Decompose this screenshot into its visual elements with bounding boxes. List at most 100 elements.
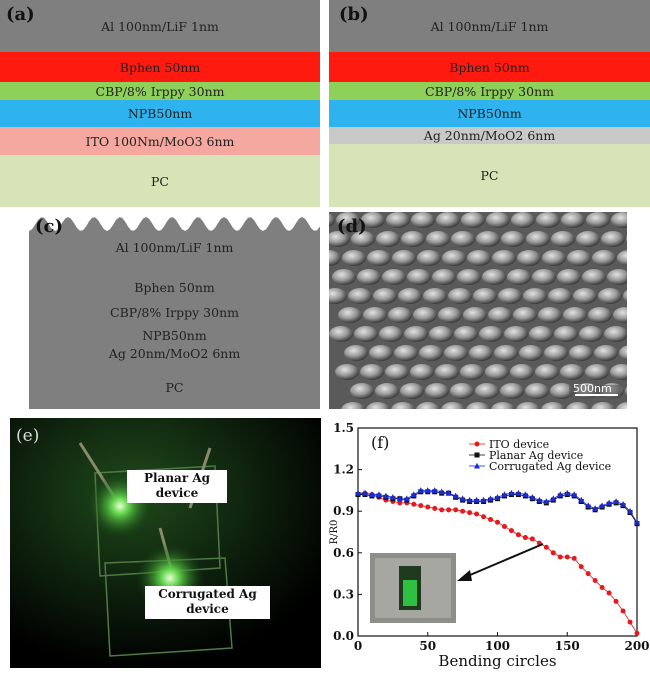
sem-bump — [441, 402, 465, 409]
sem-bump — [573, 288, 597, 304]
sem-bump — [485, 364, 509, 380]
sem-bump — [435, 364, 459, 380]
panel-c-label-pc: PC — [166, 380, 184, 395]
sem-bump — [582, 269, 606, 285]
point-ito-device — [515, 532, 521, 538]
panel_a-layer-al-100nm-lif-1nm: Al 100nm/LiF 1nm — [0, 0, 320, 52]
sem-bump — [619, 345, 627, 361]
sem-bump — [350, 383, 374, 399]
sem-bump — [526, 231, 550, 247]
sem-bump — [569, 345, 593, 361]
sem-bump — [332, 269, 356, 285]
point-ito-device — [467, 510, 473, 516]
sem-bump — [451, 231, 475, 247]
resistance-chart: 0 50 100 150 200 0.0 0.3 0.6 0.9 1.2 1.5 Bending ci… — [329, 421, 650, 670]
sem-bump — [563, 307, 587, 323]
legend-label-corrugated-ag-device: Corrugated Ag device — [489, 460, 611, 473]
panel-c-label: (c) — [35, 216, 63, 237]
point-ito-device — [529, 536, 535, 542]
point-corrugated-ag-device — [438, 488, 445, 495]
sem-bump — [532, 269, 556, 285]
sem-bump — [410, 364, 434, 380]
legend-label-ito-device: ITO device — [489, 438, 549, 451]
sem-bump — [426, 231, 450, 247]
sem-bump — [394, 345, 418, 361]
sem-bump — [479, 326, 503, 342]
point-corrugated-ag-device — [578, 496, 585, 503]
point-ito-device — [571, 555, 577, 561]
x-axis-label: Bending circles — [438, 652, 556, 670]
point-corrugated-ag-device — [487, 495, 494, 502]
sem-bump — [411, 212, 435, 228]
point-corrugated-ag-device — [515, 489, 522, 496]
sem-bump — [504, 326, 528, 342]
sem-bump — [413, 307, 437, 323]
sem-bump — [576, 231, 600, 247]
sem-bump — [500, 383, 524, 399]
sem-bump — [461, 212, 485, 228]
sem-bump — [617, 250, 627, 266]
sem-bump — [417, 250, 441, 266]
sem-bump — [329, 326, 353, 342]
scale-bar-label: 500nm — [573, 382, 612, 395]
sem-bump — [567, 250, 591, 266]
x-tick-label: 50 — [419, 639, 436, 653]
point-corrugated-ag-device — [355, 489, 361, 496]
sem-bump — [517, 250, 541, 266]
sem-bump — [423, 288, 447, 304]
sem-bump — [416, 402, 440, 409]
sem-bump — [510, 364, 534, 380]
sem-bump — [354, 326, 378, 342]
sem-bump — [338, 307, 362, 323]
sem-bump — [616, 402, 627, 409]
point-ito-device — [460, 508, 466, 514]
sem-bump — [407, 269, 431, 285]
point-corrugated-ag-device — [396, 495, 403, 502]
sem-bump — [342, 250, 366, 266]
point-corrugated-ag-device — [368, 491, 375, 498]
y-tick-label: 1.5 — [333, 421, 354, 435]
point-ito-device — [397, 500, 403, 506]
sem-bump — [450, 383, 474, 399]
sem-bump — [361, 212, 385, 228]
sem-bump — [463, 307, 487, 323]
sem-bump — [357, 269, 381, 285]
point-corrugated-ag-device — [620, 500, 627, 507]
sem-bump — [475, 383, 499, 399]
point-corrugated-ag-device — [459, 495, 466, 502]
sem-bump — [516, 402, 540, 409]
panel_a-layer-cbp-8-irppy-30nm: CBP/8% Irppy 30nm — [0, 82, 320, 100]
point-corrugated-ag-device — [543, 498, 550, 504]
sem-bump — [610, 364, 627, 380]
panel_a-layer-pc: PC — [0, 155, 320, 207]
point-ito-device — [620, 608, 626, 614]
point-corrugated-ag-device — [606, 499, 613, 506]
sem-bump — [561, 212, 585, 228]
sem-bump — [373, 288, 397, 304]
sem-bump — [586, 212, 610, 228]
point-corrugated-ag-device — [634, 518, 640, 525]
sem-bump — [404, 326, 428, 342]
point-corrugated-ag-device — [417, 487, 424, 493]
x-tick-label: 0 — [354, 639, 362, 653]
sem-bump — [438, 307, 462, 323]
panel-d-label: (d) — [337, 216, 367, 237]
sem-bump — [551, 231, 575, 247]
sem-bump — [335, 364, 359, 380]
sem-bump — [535, 364, 559, 380]
sem-bump — [598, 288, 622, 304]
sem-bump — [525, 383, 549, 399]
sem-bump — [548, 288, 572, 304]
sem-bump — [436, 212, 460, 228]
panel-c-label-bphen-50nm: Bphen 50nm — [134, 280, 215, 295]
sem-bump — [538, 307, 562, 323]
sem-bump — [376, 231, 400, 247]
sem-bump — [432, 269, 456, 285]
sem-bump — [585, 364, 609, 380]
point-corrugated-ag-device — [403, 495, 410, 502]
corrugated-device-label: Corrugated Ag device — [145, 586, 270, 619]
sem-bump — [513, 307, 537, 323]
point-corrugated-ag-device — [557, 491, 564, 498]
corrugated-stack-diagram: Al 100nm/LiF 1nm Bphen 50nm CBP/8% Irppy 3… — [29, 217, 320, 409]
x-tick-label: 150 — [555, 639, 580, 653]
